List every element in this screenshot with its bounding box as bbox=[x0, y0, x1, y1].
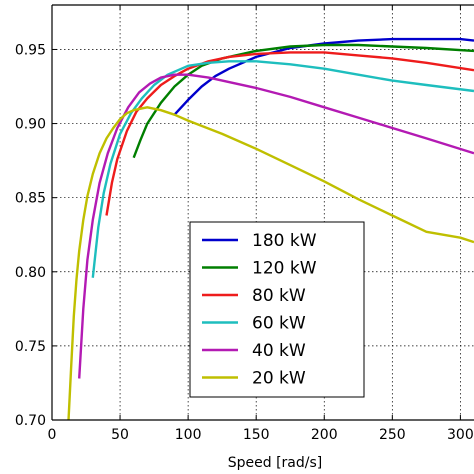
legend: 180 kW 120 kW 80 kW 60 kW 40 kW 20 kW bbox=[189, 221, 365, 398]
x-tick-label: 250 bbox=[379, 427, 406, 443]
y-tick-label: 0.75 bbox=[15, 339, 46, 355]
legend-label-4: 40 kW bbox=[252, 341, 306, 361]
axes bbox=[51, 4, 474, 421]
y-tick-label: 0.70 bbox=[15, 413, 46, 429]
y-tick-label: 0.95 bbox=[15, 42, 46, 58]
y-tick-label: 0.80 bbox=[15, 265, 46, 281]
series-line-0 bbox=[173, 37, 474, 116]
legend-label-0: 180 kW bbox=[252, 231, 317, 251]
x-axis-label: Speed [rad/s] bbox=[228, 455, 323, 471]
y-tick-label: 0.90 bbox=[15, 117, 46, 133]
legend-label-2: 80 kW bbox=[252, 286, 306, 306]
legend-label-1: 120 kW bbox=[252, 259, 317, 279]
x-tick-label: 50 bbox=[111, 427, 129, 443]
x-tick-label: 300 bbox=[447, 427, 474, 443]
legend-label-5: 20 kW bbox=[252, 369, 306, 389]
x-tick-label: 150 bbox=[243, 427, 270, 443]
ticks: 0 50 100 150 200 250 300 0.70 0.75 0.80 0.85 0.90 0.… bbox=[15, 5, 474, 443]
legend-label-3: 60 kW bbox=[252, 314, 306, 334]
series-line-5 bbox=[67, 106, 474, 420]
x-tick-label: 200 bbox=[311, 427, 338, 443]
legend-box bbox=[189, 221, 365, 398]
series-line-4 bbox=[78, 73, 474, 379]
series-layer bbox=[67, 37, 474, 420]
x-tick-label: 100 bbox=[175, 427, 202, 443]
x-tick-label: 0 bbox=[48, 427, 57, 443]
series-line-3 bbox=[91, 60, 474, 278]
y-tick-label: 0.85 bbox=[15, 191, 46, 207]
